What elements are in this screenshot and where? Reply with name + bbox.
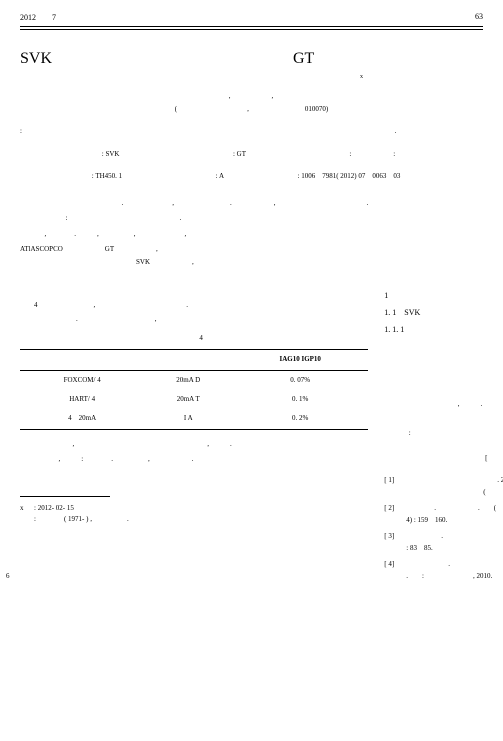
r-para-1: , . , . xyxy=(384,398,503,411)
table-caption: 4 xyxy=(20,332,368,345)
ref-item: [ 1] . 2009/ 2010 ( ) [ Z] . : , 2011. xyxy=(384,475,503,499)
cell: 20mA D xyxy=(144,370,232,390)
l-para-5: , : . , . xyxy=(20,453,368,466)
kw-gt: : GT xyxy=(233,150,246,158)
affiliation: ( , 010070) xyxy=(20,103,483,116)
l-para-2: : . xyxy=(20,212,368,225)
title-svk: SVK xyxy=(20,50,52,68)
r-para-2: : , . xyxy=(384,427,503,440)
table-row: HART/ 4 20mA T 0. 1% xyxy=(20,390,368,409)
ref-num: [ 3] xyxy=(384,531,406,555)
sec-1: 1 xyxy=(384,288,503,303)
l-atlascopco: ATlASCOPCO GT , xyxy=(20,243,368,256)
data-table: IAG10 IGP10 FOXCOM/ 4 20mA D 0. 07% HART… xyxy=(20,349,368,429)
cell: 20mA T xyxy=(144,390,232,409)
authors: , , xyxy=(20,90,483,103)
kw-right: : : xyxy=(349,150,395,158)
header-left: 2012 7 xyxy=(20,12,56,23)
footnote-rule xyxy=(20,496,110,497)
th-blank xyxy=(20,350,144,370)
kw-svk: : SVK xyxy=(102,150,120,158)
cell: 0. 07% xyxy=(232,370,368,390)
authors-block: , , ( , 010070) xyxy=(20,90,483,115)
ref-item: [ 3] . [ J] . , 2007, ( z1) : 83 85. xyxy=(384,531,503,555)
references: [ 1] . 2009/ 2010 ( ) [ Z] . : , 2011. [… xyxy=(384,475,503,582)
ref-num: [ 2] xyxy=(384,503,406,527)
cell: FOXCOM/ 4 xyxy=(20,370,144,390)
table-row: 4 20mA I A 0. 2% xyxy=(20,409,368,429)
margin-page-6: 6 xyxy=(6,570,10,583)
footnote-line2: : ( 1971- ) , . xyxy=(34,514,129,525)
classification: : TH450. 1 : A : 1006 7981( 2012) 07 006… xyxy=(20,170,483,183)
abstract-label: : xyxy=(20,127,22,135)
class-b: : A xyxy=(216,170,224,183)
abstract-body: . xyxy=(24,127,397,135)
paper-title: SVK GT xyxy=(20,50,483,68)
ref-item: [ 2] . . ( ) [ J] . . 2010, ( 4) : 159 1… xyxy=(384,503,503,527)
l-para-1: . , . , . xyxy=(20,197,368,210)
cell: 0. 2% xyxy=(232,409,368,429)
sec-1-1-1: 1. 1. 1 xyxy=(384,322,503,337)
footnote-body: : 2012- 02- 15 : ( 1971- ) , . xyxy=(34,503,129,525)
body-columns: 6 . , . , . : . , . , , , ATlASCOPCO GT … xyxy=(20,197,483,587)
refs-heading: [ ] xyxy=(384,452,503,465)
class-c: : 1006 7981( 2012) 07 0063 03 xyxy=(298,170,401,183)
ref-num: [ 1] xyxy=(384,475,406,499)
ref-text: . . ( ) [ J] . . 2010, ( 4) : 159 160. xyxy=(406,503,503,527)
l-svk-line: SVK , xyxy=(20,256,368,269)
ref-text: . [ Z] . : , 2010. xyxy=(406,559,503,583)
cell: 4 20mA xyxy=(20,409,144,429)
th-blank2 xyxy=(144,350,232,370)
cell: I A xyxy=(144,409,232,429)
page-header: 2012 7 63 xyxy=(20,12,483,27)
table-row: FOXCOM/ 4 20mA D 0. 07% xyxy=(20,370,368,390)
header-right: 63 xyxy=(475,12,483,23)
title-sup: x xyxy=(20,74,483,80)
ref-text: . [ J] . , 2007, ( z1) : 83 85. xyxy=(406,531,503,555)
ref-num: [ 4] xyxy=(384,559,406,583)
title-gt: GT xyxy=(293,50,314,68)
cell: 0. 1% xyxy=(232,390,368,409)
abstract: : . xyxy=(20,125,483,138)
l-after-table: , , . xyxy=(20,438,368,451)
sec-1-1: 1. 1 SVK xyxy=(384,305,503,320)
class-a: : TH450. 1 xyxy=(92,170,122,183)
header-rule xyxy=(20,29,483,30)
keywords: : SVK : GT : : xyxy=(20,148,483,161)
right-column: 1 1. 1 SVK 1. 1. 1 , . , . : , . [ ] [ 1… xyxy=(384,197,503,587)
footnote-line1: : 2012- 02- 15 xyxy=(34,503,129,514)
cell: HART/ 4 xyxy=(20,390,144,409)
footnote: x : 2012- 02- 15 : ( 1971- ) , . xyxy=(20,503,368,525)
l-para-3: , . , , , xyxy=(20,228,368,241)
left-column: 6 . , . , . : . , . , , , ATlASCOPCO GT … xyxy=(20,197,368,587)
ref-text: . 2009/ 2010 ( ) [ Z] . : , 2011. xyxy=(406,475,503,499)
ref-item: [ 4] . [ Z] . : , 2010. xyxy=(384,559,503,583)
footnote-star: x xyxy=(20,503,34,525)
l-para-4b: . , xyxy=(20,313,368,326)
l-para-4a: 4 , . xyxy=(20,299,368,312)
th-iag: IAG10 IGP10 xyxy=(232,350,368,370)
